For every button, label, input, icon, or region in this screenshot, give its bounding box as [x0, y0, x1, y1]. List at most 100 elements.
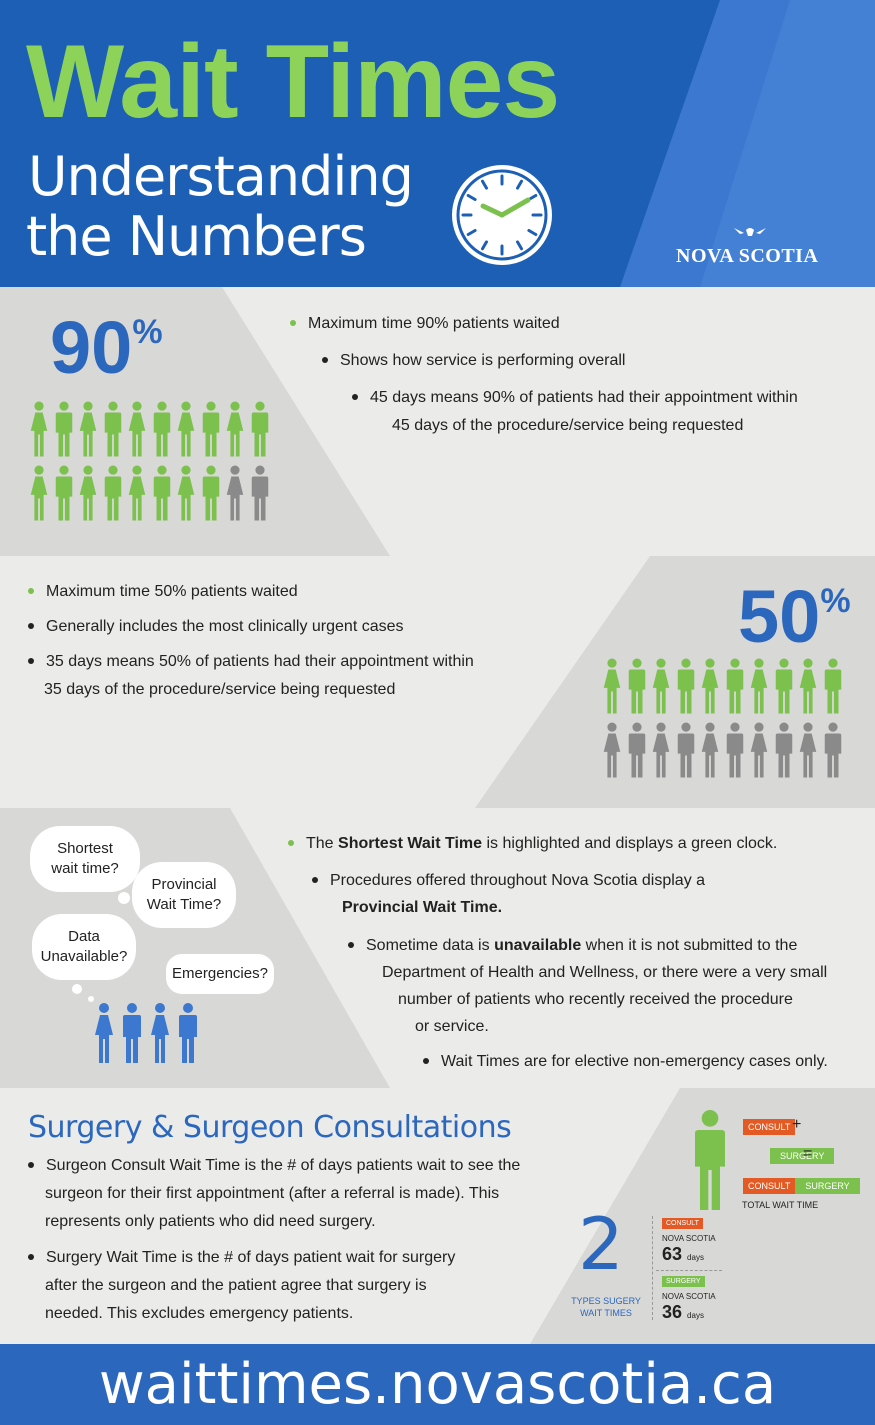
person-green-icon — [699, 658, 721, 714]
nova-scotia-logo-mark-icon — [734, 228, 766, 236]
plus-sign: + — [792, 1116, 802, 1133]
stat-90-number: 90 — [50, 306, 133, 389]
person-grey-icon — [822, 722, 844, 778]
person-green-icon — [126, 465, 148, 521]
bullet-info-3-line3: number of patients who recently received… — [398, 990, 793, 1008]
person-green-icon — [53, 465, 75, 521]
bullet-info-1-pre: The — [306, 835, 339, 852]
surgery-bullet-1-line2: surgeon for their first appointment (aft… — [45, 1185, 500, 1202]
surgery-small-tag: SURGERY — [662, 1276, 705, 1287]
surgery-bullet-1-line1: Surgeon Consult Wait Time is the # of da… — [28, 1152, 558, 1180]
person-grey-icon — [699, 722, 721, 778]
header-diagonal-shape — [620, 0, 875, 287]
surgery-bullet-1-line3: represents only patients who did need su… — [45, 1213, 376, 1230]
person-grey-icon — [773, 722, 795, 778]
bullet-90-3: 45 days means 90% of patients had their … — [352, 384, 850, 411]
consult-tag: CONSULT — [743, 1119, 796, 1135]
surgery-days-number: 36 — [662, 1302, 683, 1322]
bullet-info-1-bold: Shortest Wait Time — [338, 835, 483, 852]
bullet-info-2: Procedures offered throughout Nova Scoti… — [312, 867, 858, 894]
person-green-icon — [151, 465, 173, 521]
stat-50-number: 50 — [738, 575, 821, 658]
person-green-icon — [650, 658, 672, 714]
person-green-icon — [601, 658, 623, 714]
person-green-icon — [102, 465, 124, 521]
surgery-bullet-2-line3: needed. This excludes emergency patients… — [45, 1305, 354, 1322]
person-green-icon — [126, 401, 148, 457]
section-50-percent: Maximum time 50% patients waited General… — [0, 556, 875, 808]
bubble-tail-dot — [118, 892, 130, 904]
header-banner: Wait Times Understanding the Numbers NOV… — [0, 0, 875, 287]
person-green-icon — [77, 465, 99, 521]
person-green-icon — [175, 465, 197, 521]
surgery-title: Surgery & Surgeon Consultations — [28, 1110, 512, 1145]
bullet-50-1: Maximum time 50% patients waited — [28, 578, 548, 605]
bubble-emergencies: Emergencies? — [166, 954, 274, 994]
page-subtitle-line2: the Numbers — [26, 205, 367, 268]
page-title: Wait Times — [26, 24, 560, 140]
surgery-days-unit: days — [687, 1311, 704, 1320]
person-green-icon — [773, 658, 795, 714]
bullet-50-3-cont: 35 days of the procedure/service being r… — [44, 680, 396, 698]
person-green-icon — [120, 996, 144, 1070]
section-90-percent: 90% Maximum time 90% patients waited Sho… — [0, 287, 875, 556]
types-label-line1: TYPES SUGERY — [571, 1296, 641, 1306]
types-divider — [652, 1216, 653, 1320]
bubble-shortest-text: Shortest wait time? — [51, 839, 119, 877]
person-green-icon — [53, 401, 75, 457]
surgery-bullet-2-line2: after the surgeon and the patient agree … — [45, 1277, 427, 1294]
person-green-icon — [102, 401, 124, 457]
surgery-tag: SURGERY — [770, 1148, 835, 1164]
person-green-icon — [724, 658, 746, 714]
equals-sign: = — [803, 1145, 813, 1162]
bubble-tail-dot — [72, 984, 82, 994]
person-green-icon — [797, 658, 819, 714]
bullet-90-1: Maximum time 90% patients waited — [290, 310, 850, 337]
surgery-region: NOVA SCOTIA — [662, 1292, 716, 1301]
person-green-icon — [176, 996, 200, 1070]
person-green-icon — [151, 401, 173, 457]
person-grey-icon — [797, 722, 819, 778]
person-green-icon — [28, 465, 50, 521]
section-90-bullets: Maximum time 90% patients waited Shows h… — [290, 310, 850, 439]
bubble-data-unavailable-text: Data Unavailable? — [40, 927, 128, 965]
stat-50-percent: 50% — [738, 580, 851, 654]
person-grey-icon — [249, 465, 271, 521]
bullet-info-2-bold: Provincial Wait Time. — [342, 894, 858, 921]
section-info-bullets: The Shortest Wait Time is highlighted an… — [288, 830, 858, 1076]
person-green-icon — [92, 996, 116, 1070]
total-consult-tag: CONSULT — [743, 1178, 796, 1194]
total-surgery-tag: SURGERY — [795, 1178, 860, 1194]
bullet-info-3-bold: unavailable — [494, 936, 582, 954]
surgery-days-value: 36 days — [662, 1302, 704, 1323]
person-grey-icon — [675, 722, 697, 778]
consult-days-value: 63 days — [662, 1244, 704, 1265]
person-green-icon — [148, 996, 172, 1070]
bullet-info-3-post: when it is not submitted to the — [581, 936, 798, 954]
total-bar: CONSULT SURGERY — [743, 1178, 860, 1194]
bullet-info-3-line2: Department of Health and Wellness, or th… — [382, 963, 828, 981]
bullet-info-3-pre: Sometime data is — [366, 936, 495, 954]
bullet-50-2: Generally includes the most clinically u… — [28, 613, 548, 640]
bullet-90-3-cont: 45 days of the procedure/service being r… — [392, 416, 744, 434]
surgery-bullets: Surgeon Consult Wait Time is the # of da… — [28, 1152, 558, 1328]
page-subtitle-line1: Understanding — [28, 145, 414, 208]
person-grey-icon — [626, 722, 648, 778]
person-green-large-icon — [695, 1110, 725, 1210]
types-number: 2 — [578, 1202, 624, 1286]
section-90-background-shape — [0, 287, 390, 556]
footer-url-link[interactable]: waittimes.novascotia.ca — [98, 1352, 777, 1417]
person-green-icon — [224, 401, 246, 457]
bullet-info-3: Sometime data is unavailable when it is … — [348, 932, 858, 959]
surgery-bullet-2-line1: Surgery Wait Time is the # of days patie… — [28, 1244, 558, 1272]
bullet-info-1-post: is highlighted and displays a green cloc… — [482, 835, 778, 852]
total-wait-time-label: TOTAL WAIT TIME — [742, 1200, 819, 1210]
bullet-info-3-line4: or service. — [415, 1018, 489, 1036]
consult-days-number: 63 — [662, 1244, 683, 1264]
stat-50-unit: % — [820, 582, 851, 620]
person-green-icon — [175, 401, 197, 457]
person-grey-icon — [224, 465, 246, 521]
footer-banner — [0, 1344, 875, 1425]
bullet-info-4: Wait Times are for elective non-emergenc… — [423, 1048, 858, 1075]
person-green-icon — [200, 465, 222, 521]
